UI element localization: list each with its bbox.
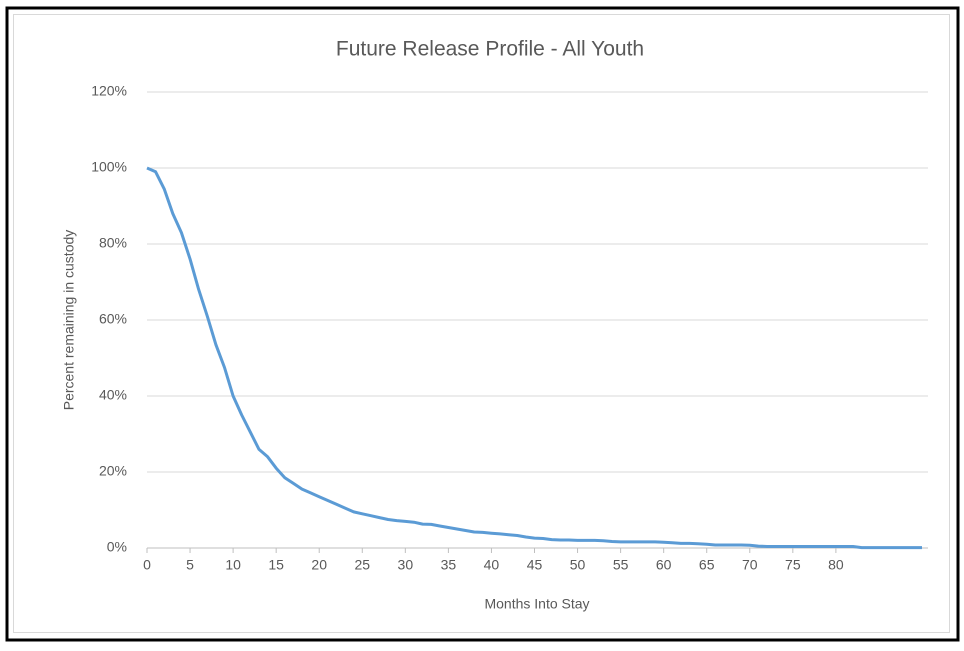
x-tick-label: 15 xyxy=(268,557,284,573)
x-tick-label: 10 xyxy=(225,557,241,573)
y-axis-label: Percent remaining in custody xyxy=(61,230,77,411)
x-tick-label: 45 xyxy=(527,557,543,573)
y-tick-label: 0% xyxy=(107,539,127,555)
x-tick-label: 40 xyxy=(484,557,500,573)
outer-frame xyxy=(5,6,960,642)
y-tick-label: 80% xyxy=(99,235,127,251)
x-tick-label: 60 xyxy=(656,557,672,573)
x-tick-label: 65 xyxy=(699,557,715,573)
x-tick-label: 80 xyxy=(828,557,844,573)
x-tick-label: 5 xyxy=(186,557,194,573)
y-tick-label: 100% xyxy=(91,159,127,175)
x-tick-label: 35 xyxy=(441,557,457,573)
x-tick-label: 50 xyxy=(570,557,586,573)
chart-title: Future Release Profile - All Youth xyxy=(336,38,644,61)
y-tick-label: 60% xyxy=(99,311,127,327)
x-tick-label: 70 xyxy=(742,557,758,573)
chart-border xyxy=(13,14,950,633)
x-tick-label: 30 xyxy=(398,557,414,573)
x-tick-label: 75 xyxy=(785,557,801,573)
series-line xyxy=(146,166,922,550)
x-tick-label: 25 xyxy=(354,557,370,573)
y-tick-label: 120% xyxy=(91,83,127,99)
x-tick-label: 20 xyxy=(311,557,327,573)
x-tick-label: 55 xyxy=(613,557,629,573)
x-tick-label: 0 xyxy=(143,557,151,573)
y-tick-label: 40% xyxy=(99,387,127,403)
x-axis-label: Months Into Stay xyxy=(484,596,589,612)
y-tick-label: 20% xyxy=(99,463,127,479)
